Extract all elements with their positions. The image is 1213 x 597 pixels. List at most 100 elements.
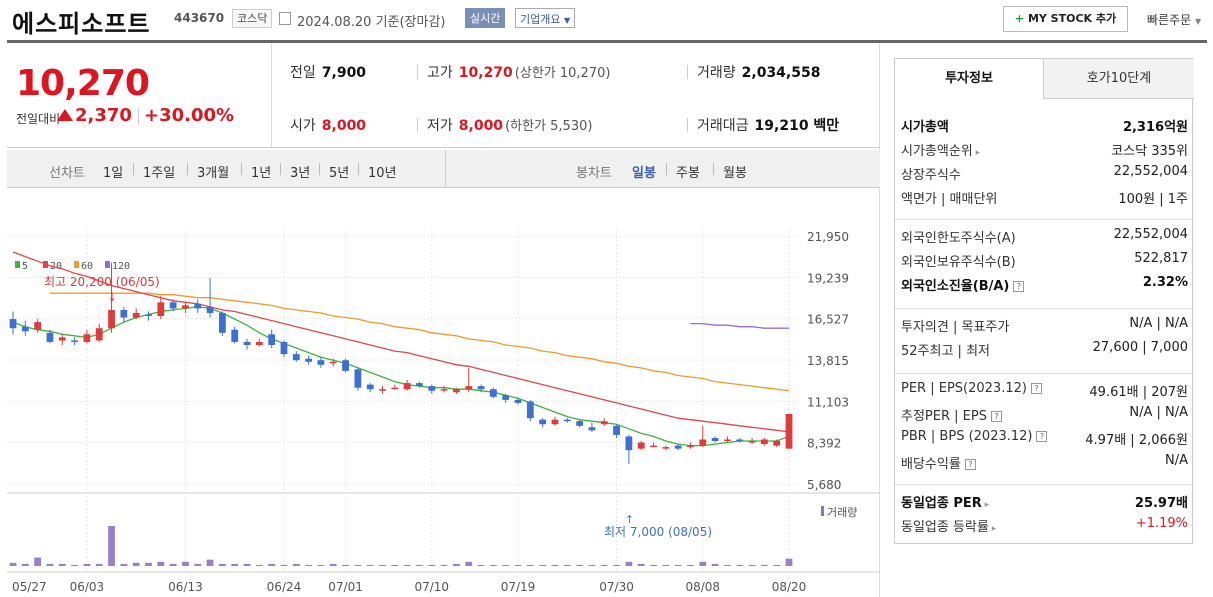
info-panel: 투자정보 호가10단계 시가총액 2,316억원 시가총액순위 ▸ 코스닥 335위 상…: [894, 58, 1194, 544]
chevron-right-icon: ▸: [972, 148, 981, 158]
help-icon[interactable]: ?: [1036, 431, 1048, 442]
y-tick-label: 19,239: [807, 271, 849, 285]
company-overview-dropdown[interactable]: 기업개요 ▼: [515, 8, 576, 28]
info-value: 코스닥 335위: [1111, 144, 1188, 159]
ma5-line: [12, 306, 790, 447]
volume-bar: [317, 564, 325, 566]
volume-bar: [613, 564, 620, 566]
info-row: PBR | BPS (2023.12)? 4.97배 | 2,066원: [901, 429, 1188, 448]
info-label: 외국인보유주식수(B): [901, 255, 1016, 270]
volume-bar: [625, 561, 633, 566]
candle-body: [563, 419, 571, 422]
chevron-right-icon: ▸: [981, 500, 990, 510]
tab-3m[interactable]: 3개월: [197, 166, 230, 181]
legend-label: 120: [112, 261, 130, 272]
volume-bar: [465, 561, 473, 566]
candle-body: [526, 401, 534, 419]
tab-5y[interactable]: 5년: [329, 166, 350, 181]
my-stock-add-button[interactable]: + MY STOCK 추가: [1003, 6, 1128, 32]
candle-body: [379, 389, 386, 391]
tab-1w[interactable]: 1주일: [143, 166, 176, 181]
volume-bar: [95, 563, 103, 566]
chart-tabs: 선차트 1일 1주일 3개월 1년 3년 5년 10년 봉차트 일봉 주봉 월봉: [7, 150, 880, 188]
volume-bar: [366, 564, 374, 566]
info-label: PBR | BPS (2023.12): [901, 429, 1033, 444]
tab-monthly[interactable]: 월봉: [723, 166, 747, 181]
upper-limit: (상한가 10,270): [514, 66, 611, 81]
info-row[interactable]: 시가총액순위 ▸ 코스닥 335위: [901, 140, 1188, 159]
candle-body: [95, 328, 103, 341]
candle-body: [736, 439, 744, 442]
candle-body: [342, 360, 349, 371]
tab-hoga-10[interactable]: 호가10단계: [1044, 59, 1194, 99]
quick-order-button[interactable]: 빠른주문 ▼: [1147, 11, 1201, 28]
candle-body: [600, 421, 608, 425]
candle-body: [625, 436, 633, 451]
legend-label: 5: [22, 261, 28, 272]
info-value: N/A: [1165, 453, 1188, 468]
tab-10y[interactable]: 10년: [368, 166, 397, 181]
volume-bar: [477, 564, 485, 566]
current-price: 10,270: [16, 63, 150, 104]
info-label: 시가총액순위: [901, 144, 973, 159]
candle-body: [489, 389, 497, 397]
info-row[interactable]: 동일업종 PER ▸ 25.97배: [901, 492, 1188, 511]
volume-bar: [551, 564, 559, 566]
candle-body: [760, 439, 768, 445]
help-icon[interactable]: ?: [964, 459, 976, 470]
y-tick-label: 16,527: [807, 313, 849, 327]
info-value: 2,316억원: [1122, 120, 1188, 135]
candle-body: [391, 387, 399, 390]
chevron-down-icon: ▼: [563, 16, 571, 25]
tab-weekly[interactable]: 주봉: [676, 166, 700, 181]
my-stock-label: MY STOCK 추가: [1027, 12, 1117, 25]
x-tick-label: 08/20: [772, 580, 807, 594]
volume-bar: [391, 564, 399, 566]
candle-body: [637, 442, 645, 449]
tab-daily[interactable]: 일봉: [632, 166, 656, 181]
info-row: 외국인소진율(B/A)? 2.32%: [901, 275, 1188, 294]
candle-body: [108, 309, 115, 329]
volume-bar: [600, 564, 608, 566]
tab-investment-info[interactable]: 투자정보: [895, 59, 1044, 99]
candle-body: [194, 303, 202, 309]
volume-bar: [662, 564, 670, 566]
info-value: 25.97배: [1134, 496, 1188, 511]
legend-label: 60: [81, 261, 93, 272]
help-icon[interactable]: ?: [1030, 383, 1042, 394]
candle-body: [785, 414, 793, 449]
price-change: 2,370: [57, 105, 132, 126]
stock-chart[interactable]: 05/27 06/03 06/13 06/24 07/01 07/10 07/19 07/30…: [7, 203, 880, 597]
info-label: 액면가 | 매매단위: [901, 192, 998, 207]
tab-3y[interactable]: 3년: [290, 166, 311, 181]
candle-body: [292, 354, 300, 361]
low-price: 저가 8,000 (하한가 5,530): [427, 115, 592, 135]
realtime-button[interactable]: 실시간: [465, 8, 506, 28]
candle-body: [453, 389, 460, 393]
volume-label: 거래량: [697, 65, 736, 81]
volume-bar: [588, 564, 596, 566]
info-row: 투자의견 | 목표주가 N/A | N/A: [901, 316, 1188, 335]
volume-bar: [760, 564, 768, 566]
info-label: 상장주식수: [901, 168, 961, 183]
tab-1y[interactable]: 1년: [251, 166, 272, 181]
plus-icon: +: [1014, 12, 1025, 25]
volume-bar: [120, 563, 128, 566]
volume-bar: [526, 564, 534, 566]
divider: [666, 163, 667, 175]
y-tick-label: 13,815: [807, 354, 849, 368]
candle-body: [724, 439, 731, 442]
info-value: 22,552,004: [1113, 227, 1188, 242]
line-chart-label: 선차트: [49, 166, 85, 181]
volume-bar: [773, 564, 781, 566]
candle-body: [773, 441, 781, 446]
tab-1d[interactable]: 1일: [103, 166, 124, 181]
info-row: 상장주식수 22,552,004: [901, 164, 1188, 183]
help-icon[interactable]: ?: [1013, 281, 1025, 292]
volume-bar: [169, 563, 177, 566]
help-icon[interactable]: ?: [990, 411, 1002, 422]
volume-bar: [699, 561, 707, 566]
info-row[interactable]: 동일업종 등락률 ▸ +1.19%: [901, 516, 1188, 535]
volume-bar: [489, 564, 497, 566]
volume-bar: [650, 564, 657, 566]
